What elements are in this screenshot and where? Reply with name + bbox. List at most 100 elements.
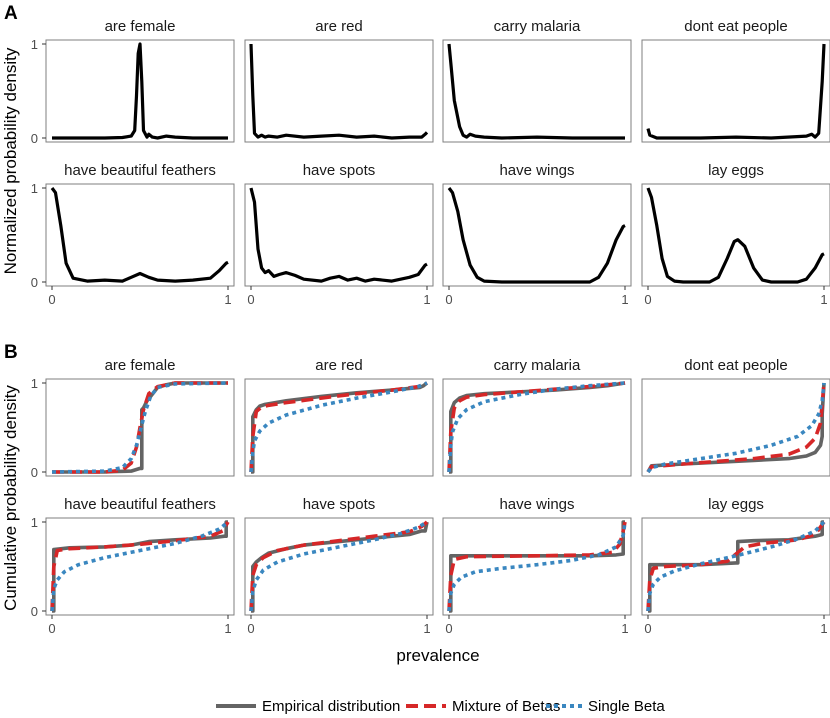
panel-a-lay-eggs: lay eggs 0 1 xyxy=(641,162,830,307)
panel-b-have-wings-mixture-line xyxy=(447,521,627,612)
panel-b-carry-malaria: carry malaria xyxy=(442,357,632,477)
panel-a-are-red-density-line xyxy=(249,43,429,140)
panel-a-have-wings-frame xyxy=(442,183,632,287)
y-axis-label-a: Normalized probability density xyxy=(1,47,20,274)
panel-b-lay-eggs-x-tick-label: 1 xyxy=(820,621,827,636)
legend-item-mixture: Mixture of Betas xyxy=(406,698,560,715)
panel-b-dont-eat-people-empirical-line xyxy=(646,382,826,473)
panel-b-have-beautiful-feathers-x-tick-label: 0 xyxy=(48,621,55,636)
panel-b-have-spots-mixture-line xyxy=(249,520,429,612)
panel-a-dont-eat-people-title: dont eat people xyxy=(684,18,787,35)
panel-b-dont-eat-people-title: dont eat people xyxy=(684,357,787,374)
panel-b-carry-malaria-single-line xyxy=(447,381,626,473)
legend-item-single: Single Beta xyxy=(546,698,665,715)
panel-b-have-wings-title: have wings xyxy=(499,496,574,513)
legend-label-empirical: Empirical distribution xyxy=(262,698,400,715)
panel-a-have-spots-frame xyxy=(244,183,434,287)
legend: Empirical distribution Mixture of Betas … xyxy=(216,698,665,715)
panel-b-dont-eat-people-mixture-line xyxy=(646,382,826,473)
panel-a-have-wings: have wings 0 1 xyxy=(442,162,632,307)
panel-b-lay-eggs-title: lay eggs xyxy=(708,496,764,513)
panel-b-have-spots-title: have spots xyxy=(303,496,376,513)
y-axis-label-b: Cumulative probability density xyxy=(1,385,20,611)
panel-b-have-spots-x-tick-label: 0 xyxy=(247,621,254,636)
panel-a-have-wings-x-tick-label: 0 xyxy=(445,292,452,307)
panel-a-lay-eggs-x-tick-label: 1 xyxy=(820,292,827,307)
panel-a-are-female-y-tick-label: 1 xyxy=(31,37,38,52)
panel-b-are-female-y-tick-label: 0 xyxy=(31,465,38,480)
panel-b-have-beautiful-feathers-frame xyxy=(45,517,235,616)
panel-b-are-red: are red xyxy=(244,357,434,477)
panel-a-have-beautiful-feathers-x-tick-label: 0 xyxy=(48,292,55,307)
panel-b-carry-malaria-mixture-line xyxy=(447,381,626,473)
panel-a-are-red: are red xyxy=(244,18,434,143)
panel-b-are-female-single-line xyxy=(51,381,229,474)
panel-a-have-wings-title: have wings xyxy=(499,162,574,179)
panel-b-have-wings-x-tick-label: 1 xyxy=(621,621,628,636)
panel-b-dont-eat-people: dont eat people xyxy=(641,357,830,477)
panel-a-carry-malaria-title: carry malaria xyxy=(494,18,581,35)
panel-b-have-beautiful-feathers-mixture-line xyxy=(50,521,230,612)
panel-b-are-red-title: are red xyxy=(315,357,363,374)
panel-b-have-wings: have wings 0 1 xyxy=(442,496,632,636)
panel-b-are-female: are female 0 1 xyxy=(31,357,235,480)
panel-a-are-female-y-tick-label: 0 xyxy=(31,131,38,146)
panel-a-have-beautiful-feathers-title: have beautiful feathers xyxy=(64,162,216,179)
panel-a-dont-eat-people-frame xyxy=(641,39,830,143)
panel-a-have-beautiful-feathers-density-line xyxy=(50,187,229,283)
panel-b-have-spots-single-line xyxy=(249,520,428,612)
panel-b-have-wings-x-tick-label: 0 xyxy=(445,621,452,636)
panel-a-lay-eggs-density-line xyxy=(646,187,825,284)
panel-b-have-beautiful-feathers-y-tick-label: 0 xyxy=(31,604,38,619)
panel-a-have-spots-x-tick-label: 0 xyxy=(247,292,254,307)
panel-a-are-female-density-line xyxy=(52,42,228,140)
panel-a-are-female: are female 0 1 xyxy=(31,18,235,146)
panel-b-lay-eggs-mixture-line xyxy=(646,520,826,612)
panel-a-have-beautiful-feathers-frame xyxy=(45,183,235,287)
panel-a-have-beautiful-feathers-x-tick-label: 1 xyxy=(224,292,231,307)
panel-b-are-red-mixture-line xyxy=(249,381,428,473)
legend-label-mixture: Mixture of Betas xyxy=(452,698,560,715)
panel-a-have-spots-title: have spots xyxy=(303,162,376,179)
panel-a-have-spots-x-tick-label: 1 xyxy=(423,292,430,307)
panel-b-have-beautiful-feathers: have beautiful feathers 0 1 0 1 xyxy=(31,496,235,636)
panel-b-label: B xyxy=(4,342,18,363)
legend-item-empirical: Empirical distribution xyxy=(216,698,400,715)
panel-b-have-beautiful-feathers-x-tick-label: 1 xyxy=(224,621,231,636)
panel-a-lay-eggs-frame xyxy=(641,183,830,287)
panel-a-are-red-title: are red xyxy=(315,18,363,35)
panel-b-lay-eggs: lay eggs 0 1 xyxy=(641,496,830,636)
panel-b-carry-malaria-title: carry malaria xyxy=(494,357,581,374)
panel-a-are-female-title: are female xyxy=(105,18,176,35)
panel-b-have-wings-single-line xyxy=(447,521,627,612)
panel-a-dont-eat-people-density-line xyxy=(646,43,826,140)
panel-b-have-beautiful-feathers-y-tick-label: 1 xyxy=(31,515,38,530)
panel-a-dont-eat-people: dont eat people xyxy=(641,18,830,143)
panel-a-have-wings-x-tick-label: 1 xyxy=(621,292,628,307)
panel-a-carry-malaria-density-line xyxy=(447,43,625,140)
panel-b-are-red-single-line xyxy=(249,381,428,473)
panel-b-are-female-title: are female xyxy=(105,357,176,374)
panel-a-have-beautiful-feathers-y-tick-label: 0 xyxy=(31,275,38,290)
panel-a-have-beautiful-feathers: have beautiful feathers 0 1 0 1 xyxy=(31,162,235,307)
panel-a-have-wings-density-line xyxy=(447,187,626,284)
panel-b-lay-eggs-single-line xyxy=(646,520,826,612)
panel-a-lay-eggs-title: lay eggs xyxy=(708,162,764,179)
panel-a-label: A xyxy=(4,3,18,24)
panel-a-carry-malaria: carry malaria xyxy=(442,18,632,143)
panel-b-have-beautiful-feathers-title: have beautiful feathers xyxy=(64,496,216,513)
panel-a-have-beautiful-feathers-y-tick-label: 1 xyxy=(31,181,38,196)
panel-a-carry-malaria-frame xyxy=(442,39,632,143)
panel-a-have-spots: have spots 0 1 xyxy=(244,162,434,307)
panel-a-have-spots-density-line xyxy=(249,187,428,283)
panel-b-are-female-y-tick-label: 1 xyxy=(31,376,38,391)
panel-a-are-red-frame xyxy=(244,39,434,143)
x-axis-label: prevalence xyxy=(396,646,479,665)
panel-a-lay-eggs-x-tick-label: 0 xyxy=(644,292,651,307)
legend-label-single: Single Beta xyxy=(588,698,665,715)
panel-b-have-spots-x-tick-label: 1 xyxy=(423,621,430,636)
panel-b-lay-eggs-x-tick-label: 0 xyxy=(644,621,651,636)
panel-b-have-spots: have spots 0 1 xyxy=(244,496,434,636)
